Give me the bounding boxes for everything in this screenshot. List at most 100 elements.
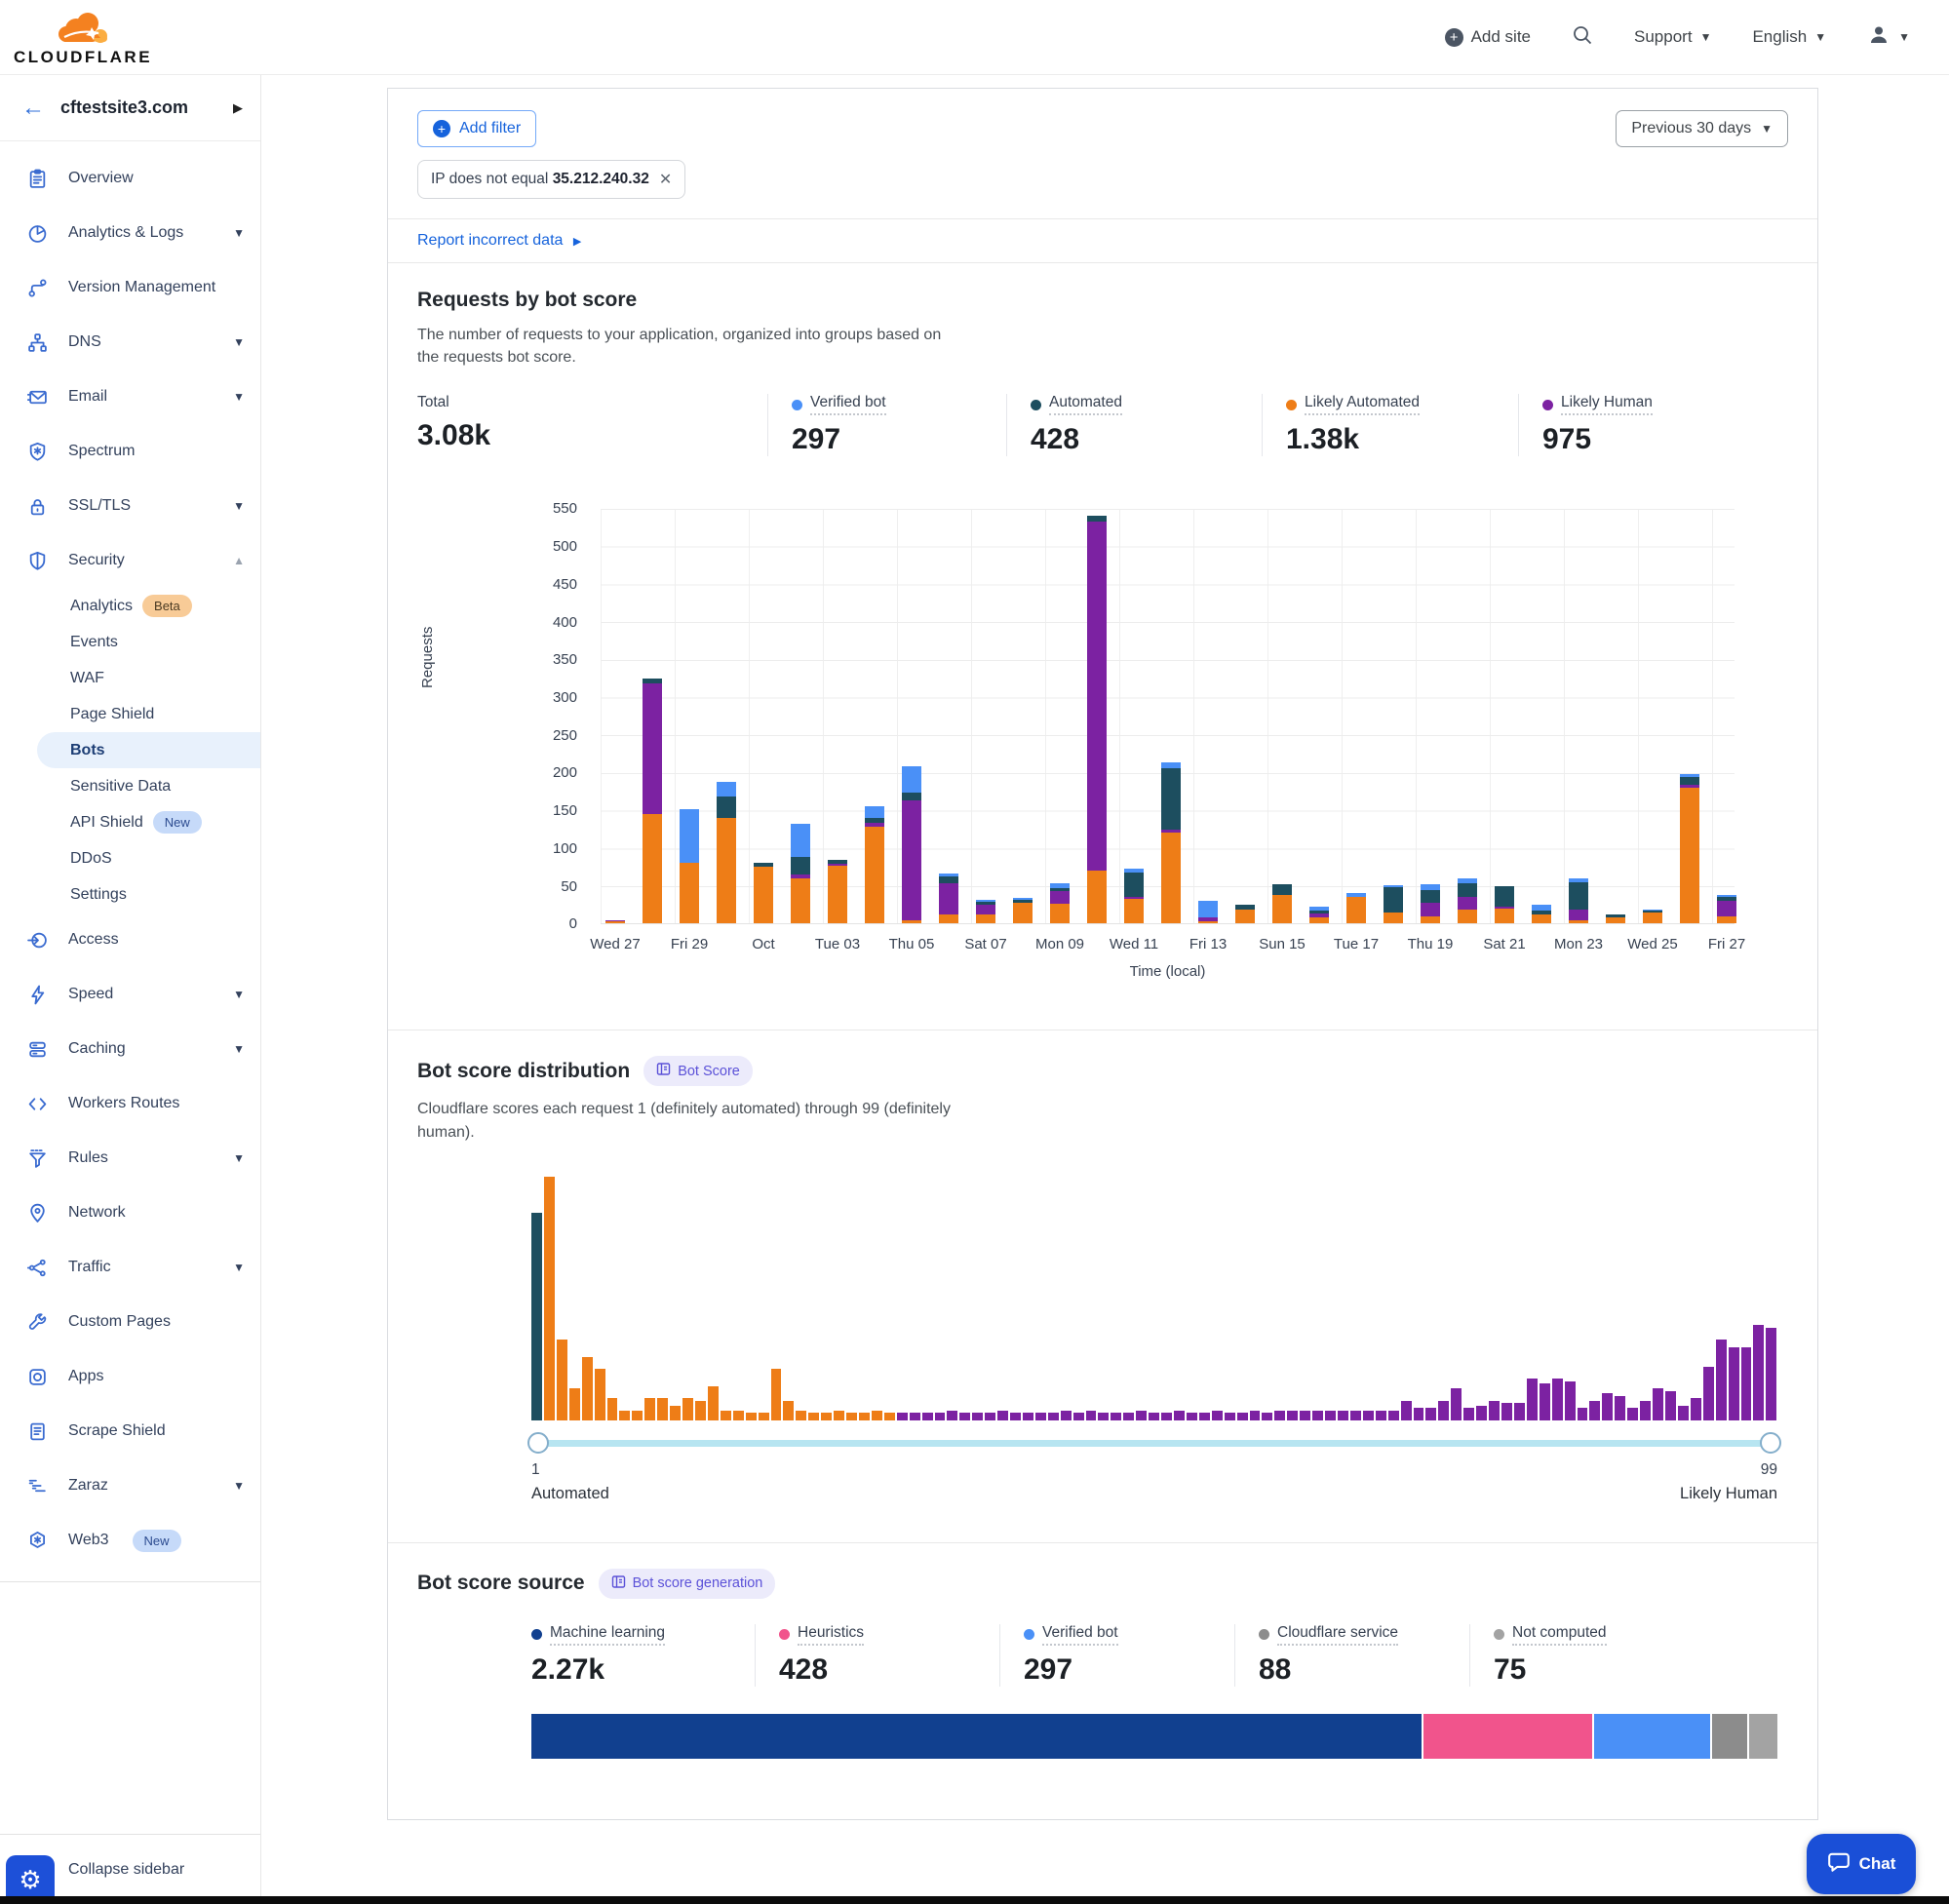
slider-handle-min[interactable]	[527, 1431, 549, 1454]
sidebar-item-apps[interactable]: Apps	[0, 1349, 260, 1404]
chart-bar[interactable]	[1606, 914, 1625, 924]
sidebar-subitem-analytics[interactable]: Analytics Beta	[0, 588, 260, 624]
add-filter-button[interactable]: + Add filter	[417, 110, 537, 147]
stat-label[interactable]: Cloudflare service	[1277, 1624, 1399, 1646]
slider-handle-max[interactable]	[1760, 1431, 1781, 1454]
sidebar-item-email[interactable]: Email ▼	[0, 369, 260, 424]
stat-label[interactable]: Likely Automated	[1305, 394, 1421, 416]
bar-segment-automated	[754, 863, 773, 868]
support-menu[interactable]: Support ▼	[1634, 27, 1711, 47]
chart-bar[interactable]	[1680, 774, 1699, 924]
stat-label[interactable]: Machine learning	[550, 1624, 666, 1646]
chart-bar[interactable]	[1643, 909, 1662, 924]
bar-segment-verified-bot	[1124, 868, 1144, 873]
chat-button[interactable]: Chat	[1807, 1834, 1916, 1894]
sidebar-subitem-page-shield[interactable]: Page Shield	[0, 696, 260, 732]
sidebar-item-speed[interactable]: Speed ▼	[0, 967, 260, 1022]
bot-score-generation-badge[interactable]: Bot score generation	[598, 1568, 776, 1599]
sidebar-item-version-management[interactable]: Version Management	[0, 260, 260, 315]
chart-bar[interactable]	[1569, 877, 1588, 924]
chart-bar[interactable]	[1384, 884, 1403, 924]
chart-bar[interactable]	[1087, 516, 1107, 924]
back-arrow-icon[interactable]: ←	[21, 94, 45, 121]
sidebar-item-rules[interactable]: Rules ▼	[0, 1131, 260, 1185]
bot-score-badge[interactable]: Bot Score	[643, 1056, 753, 1087]
chart-bar[interactable]	[1495, 885, 1514, 924]
chart-bar[interactable]	[1309, 907, 1329, 924]
account-menu[interactable]: ▼	[1867, 23, 1910, 52]
language-menu[interactable]: English ▼	[1752, 27, 1826, 47]
sidebar-item-zaraz[interactable]: Zaraz ▼	[0, 1458, 260, 1513]
stat-label[interactable]: Likely Human	[1561, 394, 1653, 416]
sidebar-item-dns[interactable]: DNS ▼	[0, 315, 260, 369]
sidebar-item-spectrum[interactable]: Spectrum	[0, 424, 260, 479]
add-site-button[interactable]: + Add site	[1444, 27, 1531, 47]
histogram-bars[interactable]	[531, 1176, 1777, 1420]
chart-bar[interactable]	[976, 899, 995, 924]
chart-bar[interactable]	[1272, 884, 1292, 924]
sidebar-subitem-settings[interactable]: Settings	[0, 876, 260, 913]
sidebar-item-access[interactable]: Access	[0, 913, 260, 967]
chart-bar[interactable]	[1532, 905, 1551, 924]
cloudflare-logo[interactable]: CLOUDFLARE	[14, 12, 150, 67]
chart-bar[interactable]	[1458, 877, 1477, 924]
report-incorrect-data-link[interactable]: Report incorrect data ▶	[417, 232, 581, 249]
sidebar-subitem-bots[interactable]: Bots	[37, 732, 260, 768]
sidebar-subitem-ddos[interactable]: DDoS	[0, 840, 260, 876]
sidebar-item-workers-routes[interactable]: Workers Routes	[0, 1076, 260, 1131]
sidebar-item-caching[interactable]: Caching ▼	[0, 1022, 260, 1076]
sidebar-item-custom-pages[interactable]: Custom Pages	[0, 1295, 260, 1349]
stat-label[interactable]: Not computed	[1512, 1624, 1607, 1646]
sidebar-item-scrape-shield[interactable]: Scrape Shield	[0, 1404, 260, 1458]
stat-label[interactable]: Verified bot	[1042, 1624, 1118, 1646]
slider-track[interactable]	[531, 1439, 1777, 1447]
chart-bar[interactable]	[1717, 894, 1736, 924]
sidebar-item-security[interactable]: Security ▲	[0, 533, 260, 588]
stat-value: 428	[779, 1652, 829, 1686]
gear-icon[interactable]: ⚙	[6, 1854, 55, 1904]
chart-bar[interactable]	[1124, 868, 1144, 924]
chevron-down-icon: ▼	[233, 988, 245, 1001]
chart-bar[interactable]	[902, 765, 921, 924]
doc-badge-icon	[611, 1574, 626, 1593]
chevron-right-icon[interactable]: ▶	[233, 99, 243, 115]
search-button[interactable]	[1572, 24, 1593, 51]
stat-label[interactable]: Heuristics	[798, 1624, 865, 1646]
chart-bar[interactable]	[791, 824, 810, 924]
chart-bar[interactable]	[1050, 883, 1070, 924]
stat-label[interactable]: Verified bot	[810, 394, 886, 416]
stat-value: 88	[1259, 1652, 1292, 1686]
sidebar-item-ssl-tls[interactable]: SSL/TLS ▼	[0, 479, 260, 533]
sidebar-item-web3[interactable]: Web3 New	[0, 1513, 260, 1568]
filter-chip[interactable]: IP does not equal 35.212.240.32 ✕	[417, 160, 686, 199]
chart-bar[interactable]	[828, 859, 847, 924]
collapse-sidebar[interactable]: ⚙ Collapse sidebar	[0, 1834, 260, 1904]
chart-bar[interactable]	[1421, 884, 1440, 924]
chart-bar[interactable]	[1161, 762, 1181, 924]
chart-bar[interactable]	[1346, 893, 1366, 924]
chart-bar[interactable]	[754, 863, 773, 924]
close-icon[interactable]: ✕	[658, 172, 673, 188]
sidebar-subitem-label: Events	[70, 633, 118, 650]
chart-bar[interactable]	[605, 919, 625, 924]
bot-score-histogram: 1 99 Automated Likely Human	[527, 1176, 1781, 1503]
stat-label[interactable]: Automated	[1049, 394, 1122, 416]
chart-bar[interactable]	[939, 873, 958, 924]
sidebar-item-network[interactable]: Network	[0, 1185, 260, 1240]
chart-bar[interactable]	[1198, 901, 1218, 924]
chart-bar[interactable]	[717, 781, 736, 924]
sidebar-item-analytics-logs[interactable]: Analytics & Logs ▼	[0, 206, 260, 260]
date-range-select[interactable]: Previous 30 days ▼	[1616, 110, 1788, 147]
chart-bar[interactable]	[1235, 905, 1255, 924]
sidebar-item-overview[interactable]: Overview	[0, 151, 260, 206]
sidebar-item-traffic[interactable]: Traffic ▼	[0, 1240, 260, 1295]
chart-bar[interactable]	[1013, 898, 1033, 924]
sidebar-subitem-api-shield[interactable]: API Shield New	[0, 804, 260, 840]
sidebar-subitem-waf[interactable]: WAF	[0, 660, 260, 696]
sidebar-subitem-events[interactable]: Events	[0, 624, 260, 660]
sidebar-subitem-sensitive-data[interactable]: Sensitive Data	[0, 768, 260, 804]
chart-bar[interactable]	[643, 679, 662, 924]
chart-bar[interactable]	[865, 806, 884, 924]
chart-bar[interactable]	[680, 809, 699, 924]
chart-plot-area[interactable]	[601, 509, 1736, 925]
